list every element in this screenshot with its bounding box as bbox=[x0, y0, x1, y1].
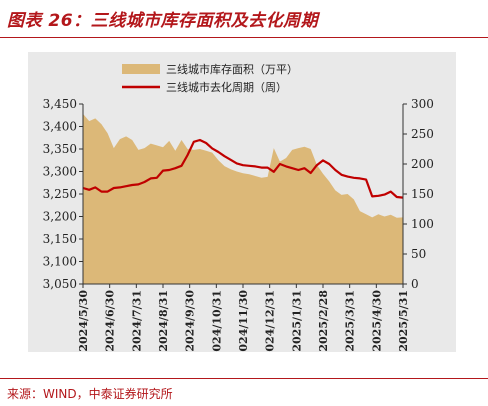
y-left-tick-label: 3,250 bbox=[43, 187, 77, 201]
y-left-tick-label: 3,150 bbox=[43, 232, 77, 246]
y-right-tick-label: 100 bbox=[411, 217, 434, 231]
x-tick-label: 2025/5/31 bbox=[397, 290, 410, 352]
y-left-tick-label: 3,350 bbox=[43, 142, 77, 156]
x-tick-label: 2024/8/31 bbox=[157, 290, 170, 352]
y-right-tick-label: 150 bbox=[411, 187, 434, 201]
legend-area-swatch bbox=[122, 64, 160, 74]
figure-title-bar: 图表 26：三线城市库存面积及去化周期 bbox=[0, 0, 488, 34]
legend-area-label: 三线城市库存面积（万平） bbox=[166, 62, 298, 76]
y-left-tick-label: 3,050 bbox=[43, 277, 77, 291]
x-tick-label: 2024/10/31 bbox=[210, 290, 223, 352]
inventory-chart: 3,050 3,100 3,150 3,200 3,250 3,300 3,350 3,400… bbox=[28, 52, 456, 359]
x-tick-label: 2025/2/28 bbox=[317, 290, 330, 352]
x-tick-label: 2024/11/30 bbox=[237, 290, 250, 352]
inventory-area-series bbox=[83, 113, 403, 285]
y-left-tick-label: 3,200 bbox=[43, 210, 77, 224]
x-tick-label: 2025/1/31 bbox=[290, 290, 303, 352]
y-left-tick-label: 3,300 bbox=[43, 165, 77, 179]
y-left-tick-label: 3,400 bbox=[43, 120, 77, 134]
destock-cycle-line-series bbox=[82, 138, 404, 199]
source-divider bbox=[0, 378, 488, 379]
y-right-tick-label: 0 bbox=[411, 277, 419, 291]
figure-title: 图表 26：三线城市库存面积及去化周期 bbox=[7, 11, 319, 31]
legend-line-label: 三线城市去化周期（周） bbox=[166, 80, 287, 94]
y-right-tick-label: 50 bbox=[411, 247, 426, 261]
x-tick-label: 2024/9/30 bbox=[184, 290, 197, 352]
x-tick-label: 2024/7/31 bbox=[130, 290, 143, 352]
x-tick-label: 2024/12/31 bbox=[264, 290, 277, 352]
x-tick-label: 2024/5/30 bbox=[77, 290, 90, 352]
x-tick-label: 2025/4/30 bbox=[370, 290, 383, 352]
chart-panel: 3,050 3,100 3,150 3,200 3,250 3,300 3,350 3,400… bbox=[28, 52, 456, 359]
y-left-tick-label: 3,100 bbox=[43, 255, 77, 269]
y-right-tick-label: 250 bbox=[411, 127, 434, 141]
y-right-tick-label: 300 bbox=[411, 97, 434, 111]
title-divider bbox=[0, 37, 488, 38]
y-left-tick-label: 3,450 bbox=[43, 97, 77, 111]
source-note: 来源：WIND，中泰证券研究所 bbox=[7, 387, 173, 401]
x-tick-label: 2024/6/30 bbox=[104, 290, 117, 352]
y-right-tick-label: 200 bbox=[411, 157, 434, 171]
x-tick-label: 2025/3/31 bbox=[344, 290, 357, 352]
